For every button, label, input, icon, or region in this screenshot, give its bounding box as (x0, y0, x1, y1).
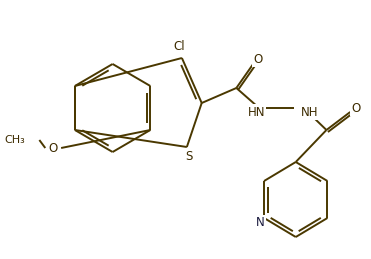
Text: O: O (49, 141, 58, 155)
Text: NH: NH (301, 105, 318, 119)
Text: S: S (185, 149, 193, 162)
Text: Cl: Cl (173, 40, 185, 53)
Text: O: O (253, 53, 263, 66)
Text: N: N (256, 217, 265, 229)
Text: CH₃: CH₃ (5, 135, 26, 145)
Text: HN: HN (247, 105, 265, 119)
Text: O: O (352, 102, 361, 114)
